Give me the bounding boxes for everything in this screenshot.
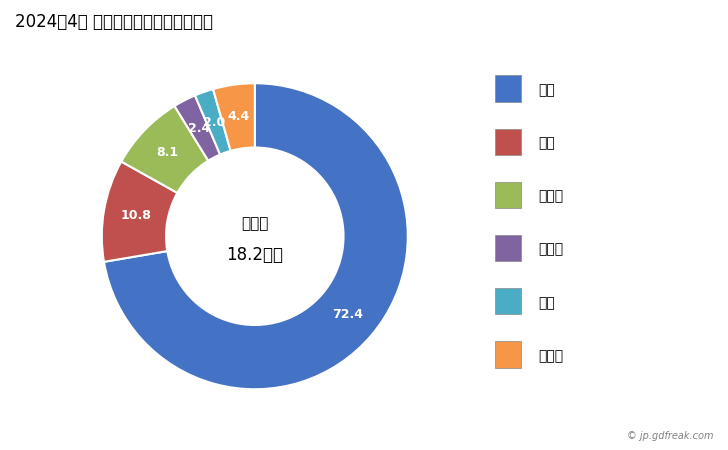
Text: 香港: 香港	[539, 296, 555, 310]
Wedge shape	[122, 106, 208, 193]
Wedge shape	[213, 83, 255, 151]
Text: 4.4: 4.4	[227, 110, 249, 123]
FancyBboxPatch shape	[495, 129, 521, 155]
Text: © jp.gdfreak.com: © jp.gdfreak.com	[627, 431, 713, 441]
Text: 18.2億円: 18.2億円	[226, 246, 283, 264]
Wedge shape	[195, 89, 231, 154]
FancyBboxPatch shape	[495, 235, 521, 261]
Wedge shape	[102, 162, 178, 262]
Text: 2.0: 2.0	[204, 116, 226, 129]
Wedge shape	[104, 83, 408, 389]
Text: インド: インド	[539, 243, 564, 256]
Text: 10.8: 10.8	[120, 209, 151, 222]
Text: トルコ: トルコ	[539, 189, 564, 203]
FancyBboxPatch shape	[495, 288, 521, 315]
Text: 米国: 米国	[539, 136, 555, 150]
FancyBboxPatch shape	[495, 75, 521, 102]
Text: 2.4: 2.4	[188, 122, 210, 135]
Text: 2024年4月 輸出相手国のシェア（％）: 2024年4月 輸出相手国のシェア（％）	[15, 14, 213, 32]
Text: その他: その他	[539, 349, 564, 363]
FancyBboxPatch shape	[495, 341, 521, 368]
Text: 72.4: 72.4	[332, 308, 363, 321]
FancyBboxPatch shape	[495, 182, 521, 208]
Text: 総　額: 総 額	[241, 216, 269, 231]
Text: 中国: 中国	[539, 83, 555, 97]
Text: 8.1: 8.1	[157, 146, 178, 159]
Wedge shape	[175, 95, 220, 161]
